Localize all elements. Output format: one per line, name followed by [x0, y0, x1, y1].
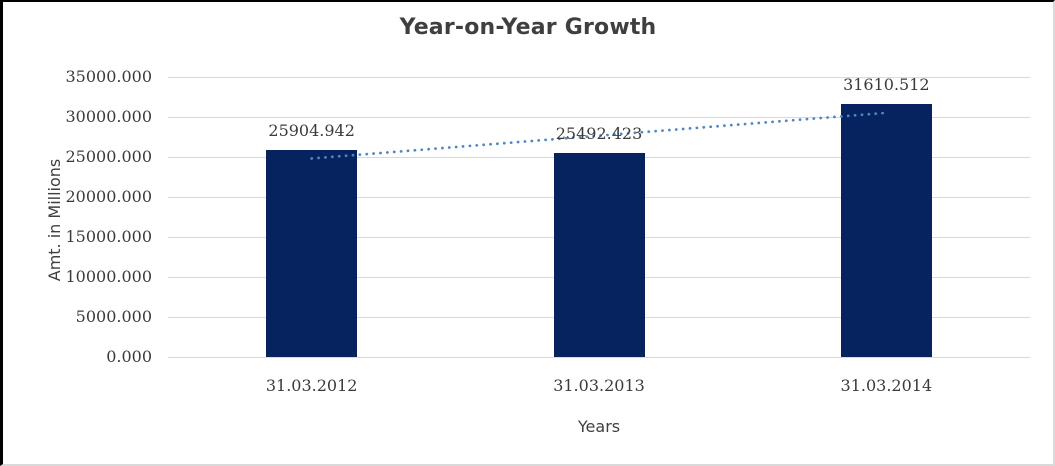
trendline	[310, 111, 888, 160]
gridline	[168, 76, 1030, 78]
bar	[266, 149, 358, 357]
x-axis-category-label: 31.03.2012	[265, 376, 358, 395]
y-axis-tick-label: 5000.000	[75, 307, 152, 326]
gridline	[168, 356, 1030, 358]
y-axis-tick-label: 10000.000	[65, 267, 152, 286]
y-axis-tick-label: 0.000	[106, 347, 152, 366]
data-label: 25904.942	[268, 120, 355, 140]
y-axis-tick-label: 20000.000	[65, 187, 152, 206]
y-axis-tick-label: 15000.000	[65, 227, 152, 246]
data-label: 31610.512	[843, 75, 930, 95]
data-label: 25492.423	[555, 124, 643, 144]
y-axis-tick-label: 35000.000	[65, 67, 152, 86]
x-axis-title: Years	[577, 417, 621, 436]
plot-area: 25904.942 25492.423 31610.512	[168, 75, 1030, 358]
bar	[553, 153, 645, 357]
chart-title: Year-on-Year Growth	[399, 15, 657, 40]
x-axis-category-label: 31.03.2014	[840, 376, 933, 395]
bar	[840, 104, 932, 357]
x-axis-category-label: 31.03.2013	[553, 376, 645, 395]
y-axis-tick-label: 30000.000	[65, 107, 152, 126]
y-axis-tick-label: 25000.000	[65, 147, 152, 166]
gridline	[168, 116, 1030, 118]
